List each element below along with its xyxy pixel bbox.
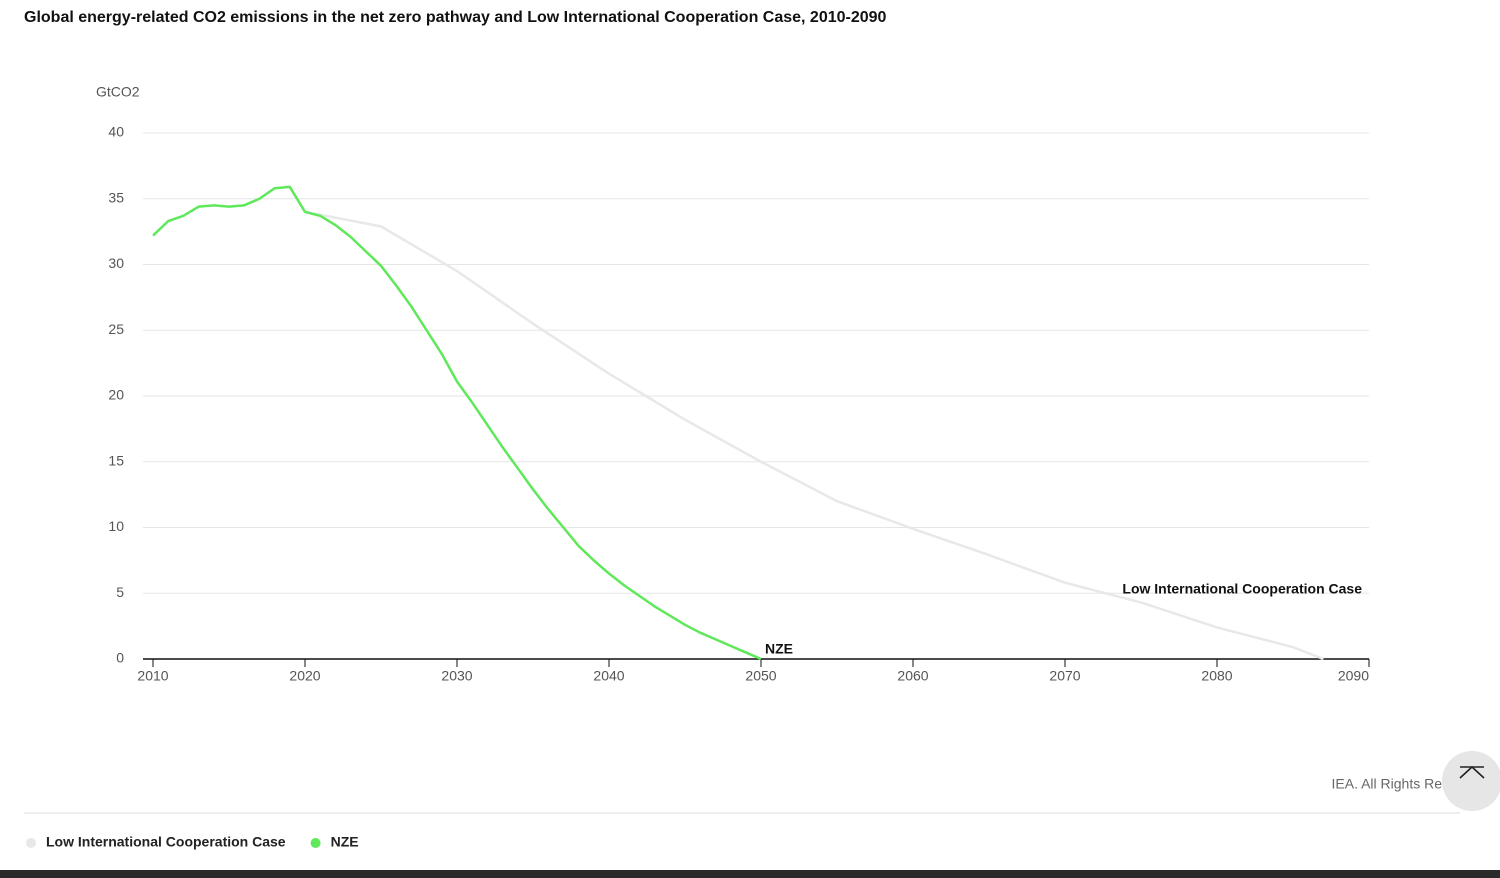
chart-title: Global energy-related CO2 emissions in t… [24, 9, 887, 26]
x-tick-label: 2060 [897, 668, 928, 684]
y-tick-label: 10 [108, 518, 124, 534]
legend-marker [26, 838, 36, 848]
y-tick-label: 20 [108, 387, 124, 403]
legend-label: NZE [331, 834, 359, 850]
x-tick-label: 2030 [441, 668, 472, 684]
series-line [304, 210, 1324, 661]
y-axis-label: GtCO2 [96, 84, 140, 100]
x-tick-label: 2010 [137, 668, 168, 684]
y-tick-label: 40 [108, 124, 124, 140]
x-tick-label: 2050 [745, 668, 776, 684]
series-annotation: Low International Cooperation Case [1122, 581, 1362, 597]
series-line [152, 185, 762, 661]
source: IEA. All Rights Re [1332, 776, 1443, 792]
legend-marker [310, 838, 321, 848]
y-tick-label: 15 [108, 452, 124, 468]
scroll-top-button[interactable] [1442, 751, 1500, 811]
x-tick-label: 2080 [1201, 668, 1232, 684]
x-tick-label: 2090 [1338, 668, 1369, 684]
footer-strip [0, 870, 1500, 878]
legend-label: Low International Cooperation Case [46, 834, 286, 850]
x-tick-label: 2040 [593, 668, 624, 684]
y-tick-label: 35 [108, 189, 124, 205]
scroll-top-icon [1459, 765, 1485, 779]
x-tick-label: 2070 [1049, 668, 1080, 684]
y-tick-label: 0 [116, 650, 124, 666]
y-tick-label: 5 [116, 584, 124, 600]
series-annotation: NZE [765, 641, 793, 657]
x-tick-label: 2020 [289, 668, 320, 684]
y-tick-label: 25 [108, 321, 124, 337]
y-tick-label: 30 [108, 255, 124, 271]
